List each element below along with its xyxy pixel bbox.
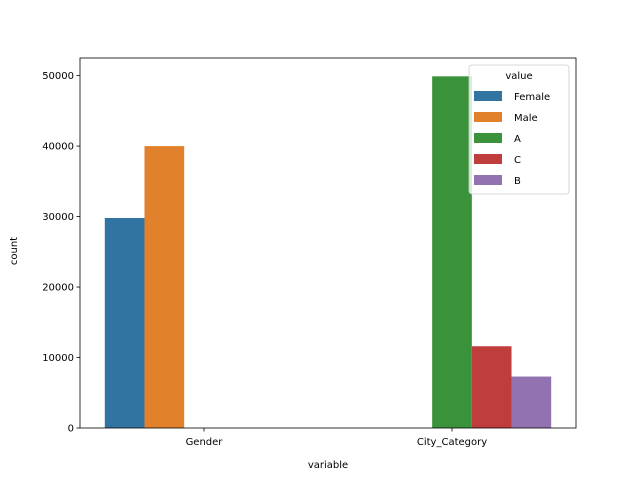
legend-box (468, 64, 570, 195)
bar-gender-male (144, 146, 185, 428)
y-tick-label: 20000 (42, 283, 74, 294)
bar-city-category-b (511, 376, 552, 428)
x-tick-label: Gender (186, 437, 224, 448)
legend-swatch-a (474, 133, 502, 143)
legend-swatch-c (474, 154, 502, 164)
legend-label-b: B (514, 176, 521, 187)
legend: value Female Male ACB (468, 64, 570, 195)
legend-label-a: A (514, 134, 521, 145)
legend-label-female: Female (514, 92, 550, 103)
bar-city-category-c (471, 346, 512, 428)
plot-frame (79, 57, 577, 429)
bar-city-category-a (432, 76, 472, 429)
legend-swatch-male (474, 112, 502, 122)
x-tick-label: City_Category (417, 437, 487, 448)
legend-label-c: C (514, 155, 521, 166)
legend-label-male: Male (514, 113, 538, 124)
bar-gender-female (104, 217, 145, 428)
axes-layer: 0 10000 20000 30000 40000 50000 Gender City_Cat… (42, 57, 577, 448)
y-tick-label: 30000 (42, 212, 74, 223)
legend-title: value (505, 71, 532, 82)
legend-swatch-female (474, 91, 502, 101)
legend-swatch-b (474, 175, 502, 185)
x-axis-label: variable (308, 460, 348, 471)
bars-layer (104, 76, 552, 429)
y-tick-label: 40000 (42, 142, 74, 153)
y-axis-label: count (9, 237, 20, 265)
y-tick-label: 50000 (42, 71, 74, 82)
y-tick-label: 0 (68, 424, 74, 435)
y-tick-label: 10000 (42, 353, 74, 364)
